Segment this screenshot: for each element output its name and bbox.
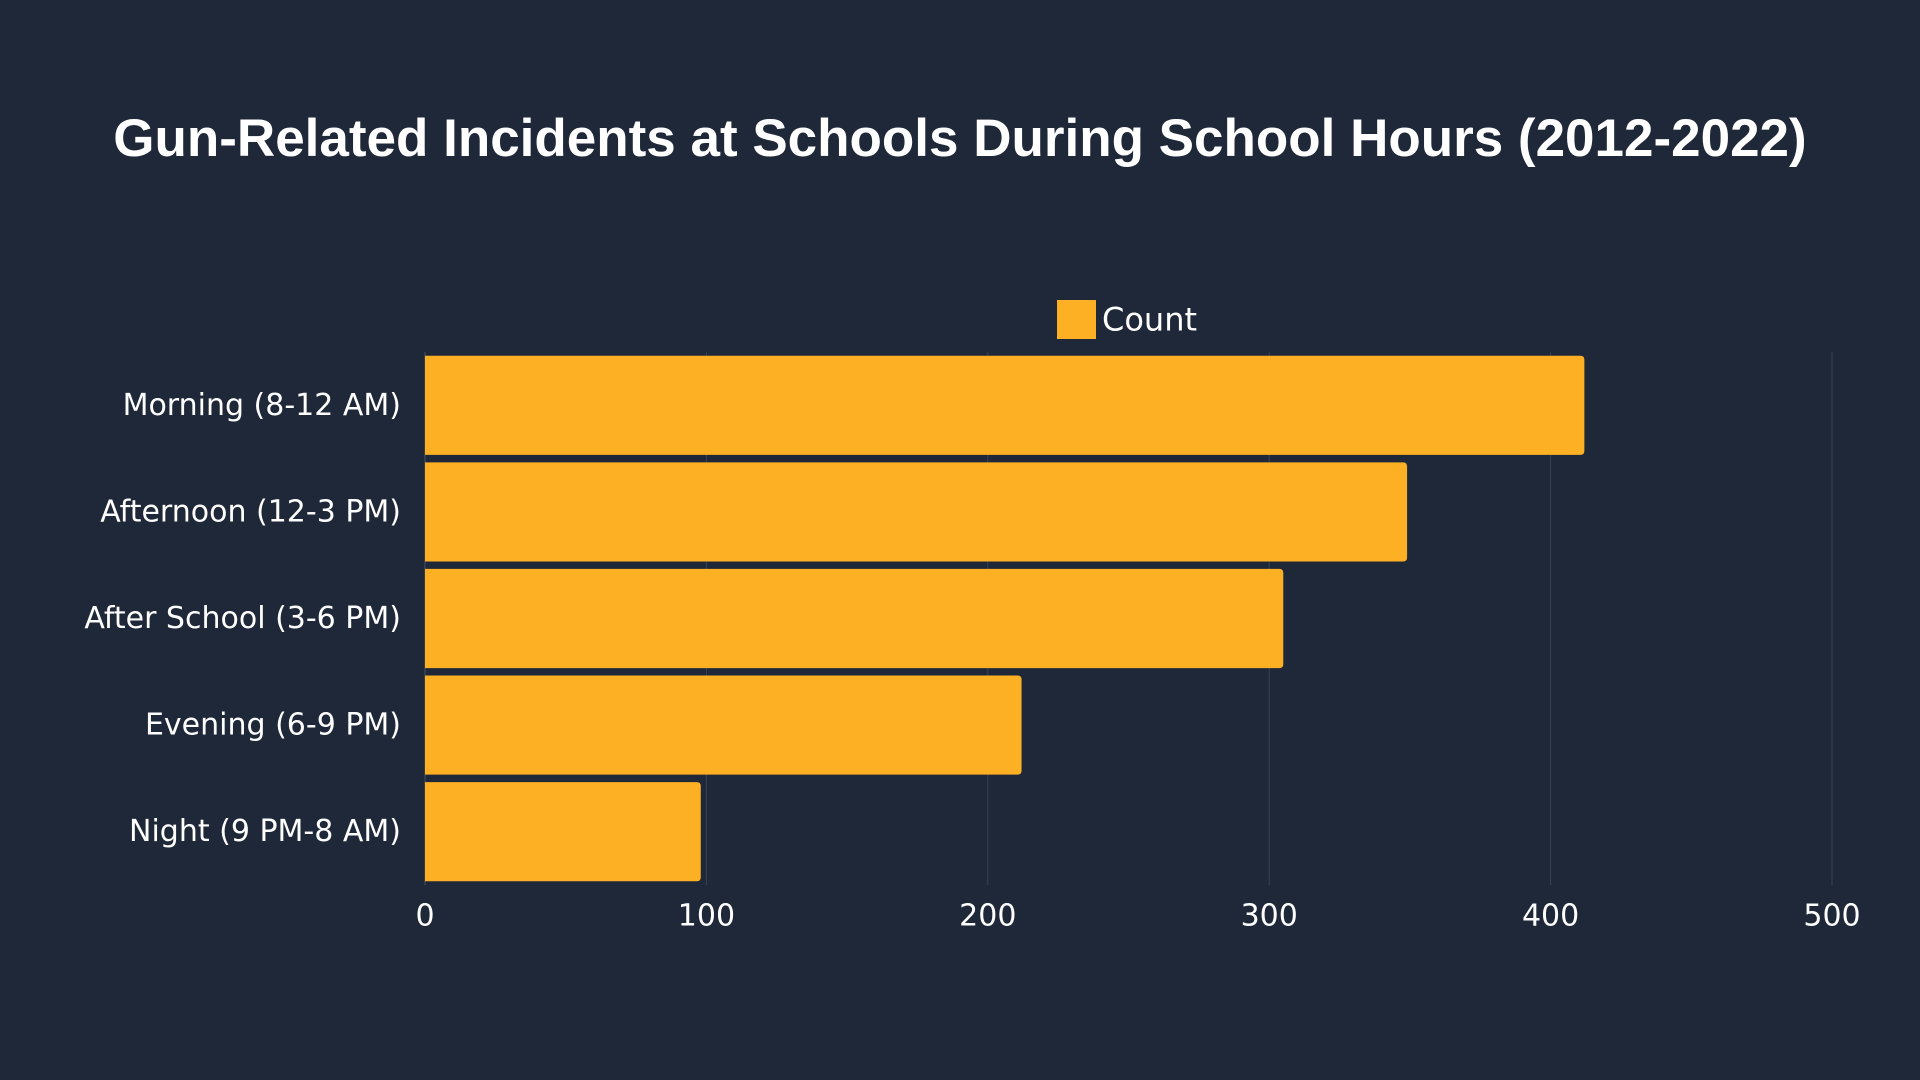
category-label: After School (3-6 PM) [84,601,401,636]
bar-morning-8-12-am [425,355,1585,455]
bar-after-school-3-6-pm [425,568,1284,669]
category-label: Afternoon (12-3 PM) [100,494,401,529]
x-tick-label: 400 [1522,899,1579,934]
bars [425,355,1585,882]
category-labels: Morning (8-12 AM) Afternoon (12-3 PM) Afte… [84,388,401,849]
bar-evening-6-9-pm [425,675,1022,775]
bar-night-9-pm-8-am [425,782,701,882]
category-label: Night (9 PM-8 AM) [129,814,401,849]
x-tick-labels: 0 100 200 300 400 500 [415,899,1860,934]
category-label: Morning (8-12 AM) [123,388,401,423]
category-label: Evening (6-9 PM) [145,708,401,743]
legend-swatch [1057,300,1096,339]
x-tick-label: 200 [959,899,1016,934]
chart-title: Gun-Related Incidents at Schools During … [113,109,1807,168]
x-tick-label: 300 [1241,899,1298,934]
x-tick-label: 500 [1803,899,1860,934]
x-tick-label: 0 [415,899,434,934]
legend-label: Count [1102,301,1197,339]
x-tick-label: 100 [678,899,735,934]
legend: Count [1057,300,1197,339]
bar-afternoon-12-3-pm [425,462,1408,562]
